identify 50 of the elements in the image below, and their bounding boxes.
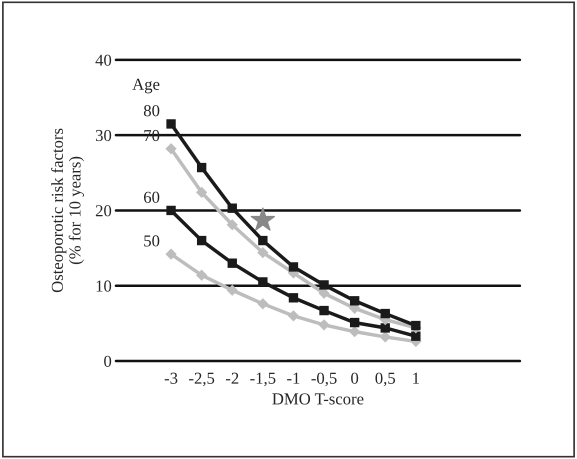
point [318,319,330,330]
x-tick-label: 0 [351,372,358,384]
point [196,270,208,281]
annotation: Age [132,78,160,94]
point [166,143,176,154]
x-tick-label: 0,5 [375,372,396,386]
point [319,306,329,316]
series-label: 80 [144,105,160,116]
point [411,331,421,341]
point [196,186,208,198]
point [166,248,176,260]
point [196,162,206,172]
point [166,119,176,129]
point [258,277,268,287]
y-tick-label: 0 [104,356,112,367]
point [350,296,360,306]
point [349,326,360,338]
y-tick-label: 10 [96,280,112,292]
series-label: 50 [144,235,160,247]
series-label: 60 [144,192,160,203]
x-tick-label: -2,5 [189,372,214,386]
point [196,236,206,246]
point [288,310,299,322]
point [228,258,237,268]
x-tick-label: -1,5 [250,372,276,386]
point [288,293,298,302]
point [380,331,391,342]
y-axis-title: Osteoporotic risk factors (% for 10 years) [51,128,84,292]
point [257,247,268,258]
point [226,219,238,230]
point [257,298,268,310]
x-tick-label: -0,5 [311,372,337,386]
y-tick-label: 30 [96,130,112,142]
x-tick-label: -2 [226,372,238,384]
point [226,284,238,296]
point [258,236,268,246]
point [319,280,329,290]
x-tick-label: -1 [287,372,300,384]
x-tick-label: 1 [413,372,420,384]
y-tick-label: 20 [96,205,112,216]
point [166,206,176,216]
point [380,323,390,333]
point [350,318,360,328]
x-axis-title: DMO T-score [272,393,364,405]
point [411,320,421,330]
point [380,308,390,318]
x-tick-label: -3 [164,372,178,384]
point [228,204,237,213]
y-tick-label: 40 [95,54,112,66]
point [288,262,298,272]
